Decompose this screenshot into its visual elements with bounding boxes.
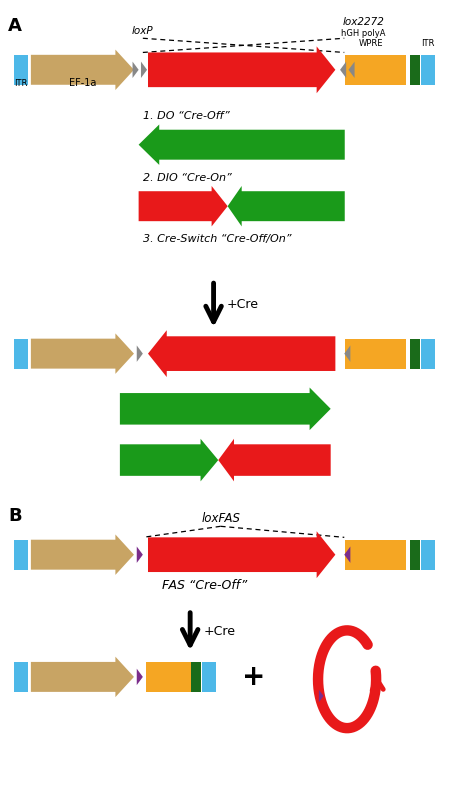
Text: 1. DO “Cre-Off”: 1. DO “Cre-Off” xyxy=(143,111,230,121)
Bar xyxy=(421,339,435,368)
Bar xyxy=(146,662,192,692)
Bar xyxy=(14,662,27,692)
Polygon shape xyxy=(137,345,143,362)
FancyArrow shape xyxy=(120,387,331,430)
Bar xyxy=(410,55,420,85)
FancyArrow shape xyxy=(31,534,134,575)
Polygon shape xyxy=(133,62,138,78)
FancyArrow shape xyxy=(148,330,336,377)
Polygon shape xyxy=(344,546,350,563)
Text: +Cre: +Cre xyxy=(203,626,235,638)
Bar xyxy=(191,662,201,692)
Bar xyxy=(14,339,27,368)
Polygon shape xyxy=(319,690,324,702)
FancyArrow shape xyxy=(31,333,134,374)
Text: hGH polyA: hGH polyA xyxy=(341,29,386,38)
Text: ITR: ITR xyxy=(14,79,27,87)
Bar xyxy=(410,339,420,368)
Text: +: + xyxy=(242,663,265,691)
Polygon shape xyxy=(137,669,143,685)
Bar xyxy=(14,540,27,569)
Text: B: B xyxy=(9,507,22,526)
Polygon shape xyxy=(344,345,350,362)
Text: loxFAS: loxFAS xyxy=(201,511,240,525)
Text: loxP: loxP xyxy=(132,26,154,37)
Text: WPRE: WPRE xyxy=(358,39,383,48)
FancyArrow shape xyxy=(31,49,134,90)
Bar xyxy=(345,55,406,85)
Bar xyxy=(421,540,435,569)
FancyArrow shape xyxy=(31,657,134,697)
Text: EF-1a: EF-1a xyxy=(69,78,96,87)
Bar xyxy=(202,662,216,692)
Bar xyxy=(345,339,406,368)
Text: ITR: ITR xyxy=(421,39,435,48)
FancyArrow shape xyxy=(228,186,345,226)
Bar xyxy=(14,55,27,85)
Polygon shape xyxy=(348,62,355,78)
Text: lox2272: lox2272 xyxy=(343,17,384,27)
FancyArrow shape xyxy=(148,46,336,93)
FancyArrow shape xyxy=(138,125,345,165)
Text: 2. DIO “Cre-On”: 2. DIO “Cre-On” xyxy=(143,173,232,183)
Text: FAS “Cre-Off”: FAS “Cre-Off” xyxy=(162,580,247,592)
Polygon shape xyxy=(137,546,143,563)
Polygon shape xyxy=(141,62,147,78)
FancyArrow shape xyxy=(120,439,218,481)
Bar xyxy=(410,540,420,569)
Text: +Cre: +Cre xyxy=(227,299,259,311)
FancyArrow shape xyxy=(218,439,331,481)
Bar xyxy=(345,540,406,569)
Bar xyxy=(421,55,435,85)
Text: A: A xyxy=(9,17,22,35)
FancyArrow shape xyxy=(148,531,336,578)
Text: 3. Cre-Switch “Cre-Off/On”: 3. Cre-Switch “Cre-Off/On” xyxy=(143,233,292,244)
Polygon shape xyxy=(340,62,346,78)
FancyArrow shape xyxy=(138,186,228,226)
